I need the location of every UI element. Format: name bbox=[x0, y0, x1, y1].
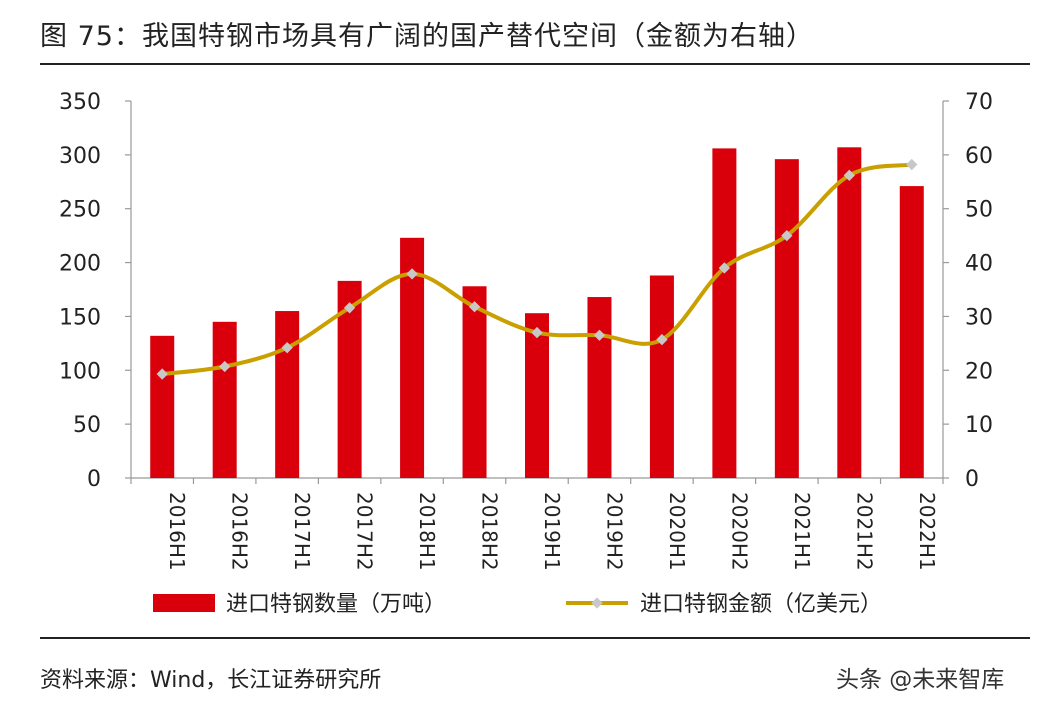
x-tick-label: 2022H1 bbox=[915, 492, 939, 571]
line-point bbox=[656, 333, 668, 346]
line-point bbox=[718, 262, 731, 274]
y-right-tick-label: 10 bbox=[965, 413, 993, 438]
x-tick-label: 2016H1 bbox=[165, 492, 189, 571]
bar bbox=[462, 286, 487, 478]
bar bbox=[837, 147, 862, 478]
y-left-tick-label: 50 bbox=[73, 413, 101, 438]
chart-title: 图 75：我国特钢市场具有广阔的国产替代空间（金额为右轴） bbox=[40, 21, 814, 52]
chart-canvas: 0 50 100 150 200 250 300 350 0 10 20 30 40 50 60 70 2016… bbox=[59, 90, 993, 617]
y-left-tick-label: 100 bbox=[59, 359, 101, 384]
bar bbox=[212, 321, 237, 478]
legend-line-label: 进口特钢金额（亿美元） bbox=[640, 592, 882, 617]
y-right-tick-label: 20 bbox=[965, 359, 993, 384]
line-point bbox=[906, 158, 918, 171]
bar bbox=[774, 159, 799, 478]
line-point bbox=[781, 229, 793, 242]
line-point bbox=[843, 169, 855, 181]
x-tick-label: 2017H2 bbox=[353, 492, 377, 571]
y-right-tick-label: 30 bbox=[965, 305, 993, 330]
x-tick-label: 2018H1 bbox=[415, 492, 439, 571]
line-point bbox=[219, 360, 231, 373]
bar bbox=[525, 313, 549, 478]
line-point bbox=[468, 301, 481, 313]
x-tick-label: 2016H2 bbox=[228, 492, 252, 571]
x-tick-label: 2021H1 bbox=[790, 492, 814, 571]
bar bbox=[649, 275, 674, 478]
y-left-tick-label: 0 bbox=[87, 467, 101, 492]
legend-line-marker bbox=[591, 597, 603, 609]
line-point bbox=[406, 268, 418, 280]
x-tick-label: 2019H1 bbox=[540, 492, 564, 571]
y-left-tick-label: 300 bbox=[59, 144, 101, 169]
x-tick-label: 2017H1 bbox=[290, 492, 314, 571]
x-tick-label: 2019H2 bbox=[602, 492, 626, 571]
x-tick-label: 2020H2 bbox=[727, 492, 751, 571]
bar bbox=[587, 297, 612, 478]
x-tick-label: 2020H1 bbox=[665, 492, 689, 571]
bar bbox=[275, 311, 300, 478]
legend-bar-label: 进口特钢数量（万吨） bbox=[226, 592, 446, 617]
source-note: 资料来源：Wind，长江证券研究所 bbox=[40, 668, 382, 693]
y-right-tick-label: 40 bbox=[965, 252, 993, 277]
source-rule bbox=[40, 637, 1030, 639]
y-right-tick-label: 50 bbox=[965, 198, 993, 223]
x-tick-label: 2021H2 bbox=[852, 492, 876, 571]
x-tick-label: 2018H2 bbox=[478, 492, 502, 571]
line-point bbox=[156, 368, 168, 380]
bar bbox=[899, 186, 924, 478]
legend-bar-swatch bbox=[153, 594, 215, 612]
y-left-tick-label: 350 bbox=[59, 90, 101, 115]
y-right-tick-label: 0 bbox=[965, 467, 979, 492]
title-rule bbox=[40, 63, 1030, 65]
watermark: 头条 @未来智库 bbox=[836, 667, 1005, 693]
line-point bbox=[593, 329, 606, 341]
y-right-tick-label: 70 bbox=[965, 90, 993, 115]
y-left-tick-label: 250 bbox=[59, 198, 101, 223]
y-left-tick-label: 150 bbox=[59, 305, 101, 330]
line-point bbox=[343, 302, 356, 314]
line-point bbox=[531, 326, 543, 339]
y-right-tick-label: 60 bbox=[965, 144, 993, 169]
y-left-tick-label: 200 bbox=[59, 252, 101, 277]
bar bbox=[712, 148, 737, 478]
bar bbox=[150, 335, 175, 478]
line-point bbox=[281, 342, 293, 354]
